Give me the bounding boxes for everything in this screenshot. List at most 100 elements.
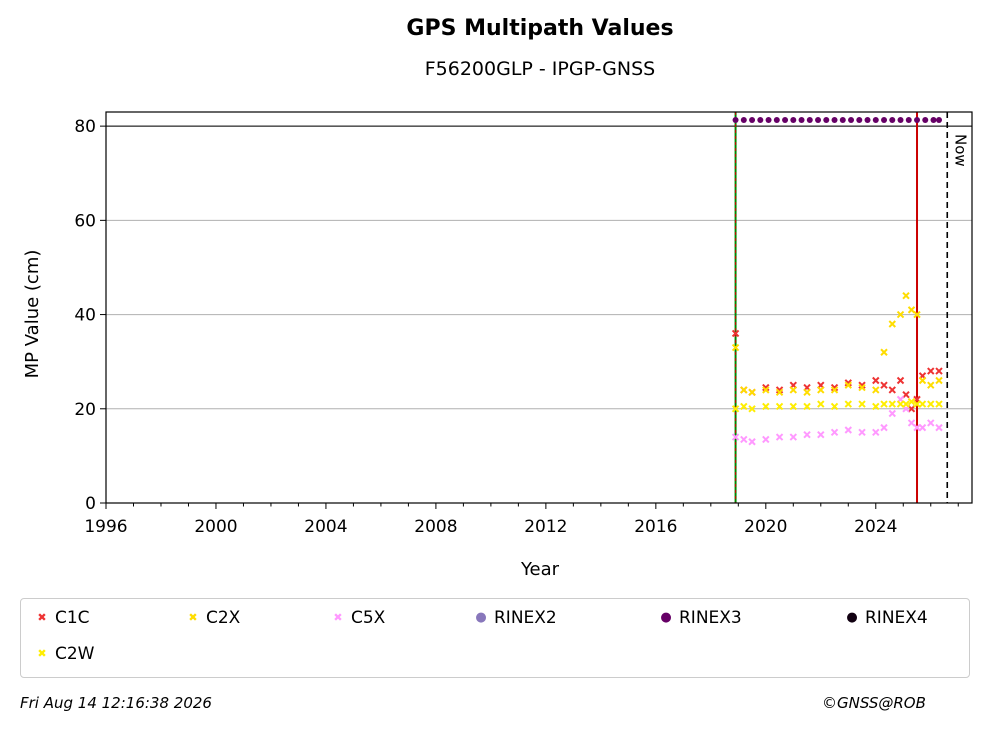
data-point — [907, 398, 916, 406]
data-point — [762, 383, 770, 392]
data-point — [914, 117, 921, 124]
data-point — [806, 117, 813, 124]
data-point — [844, 426, 852, 434]
legend-item-c2w: ✖ C2W — [35, 644, 95, 664]
data-point — [927, 381, 935, 389]
data-point — [823, 117, 830, 124]
cross-marker-icon: ✖ — [37, 647, 47, 660]
data-point — [935, 400, 943, 408]
data-point — [896, 400, 905, 408]
data-point — [888, 386, 896, 394]
data-point — [907, 306, 916, 314]
data-point — [740, 117, 747, 124]
data-point — [935, 423, 943, 432]
data-point — [907, 405, 916, 413]
data-point — [817, 386, 825, 394]
data-point — [858, 428, 866, 437]
data-point — [830, 386, 839, 394]
data-point — [902, 390, 910, 399]
data-point — [927, 419, 935, 427]
data-point — [762, 386, 770, 394]
data-point — [858, 400, 866, 408]
cross-marker-icon: ✖ — [333, 611, 343, 624]
reference-lines — [734, 112, 949, 503]
data-point — [927, 367, 935, 375]
chart-subtitle: F56200GLP - IPGP-GNSS — [424, 58, 656, 80]
legend: ✖ C1C ✖ C2X ✖ C5X ● RINEX2 ● RINEX3 ● RINEX4 ✖… — [20, 598, 970, 678]
data-point — [798, 117, 805, 124]
data-point — [732, 117, 739, 124]
data-point — [790, 117, 797, 124]
data-point — [817, 430, 825, 439]
plot-frame — [105, 111, 973, 504]
legend-label: RINEX4 — [865, 608, 928, 628]
data-point — [775, 402, 784, 411]
data-point — [803, 402, 811, 411]
legend-item-c2x: ✖ C2X — [186, 608, 240, 628]
data-point — [831, 117, 838, 124]
y-tick-label: 0 — [85, 494, 96, 514]
data-point — [830, 383, 839, 392]
legend-item-rinex4: ● RINEX4 — [845, 608, 928, 628]
data-point — [913, 310, 921, 319]
data-point — [930, 117, 937, 124]
data-point — [844, 400, 852, 408]
dot-marker-icon: ● — [660, 610, 672, 625]
data-point — [905, 117, 912, 124]
now-label: Now — [951, 134, 969, 167]
y-tick-label: 60 — [74, 211, 96, 231]
data-point — [803, 388, 811, 397]
data-point — [789, 386, 798, 394]
data-point — [913, 423, 921, 432]
data-point — [918, 423, 927, 432]
data-point — [858, 383, 866, 392]
data-point — [927, 400, 935, 408]
data-point — [757, 117, 764, 124]
x-tick-label: 2024 — [854, 517, 897, 537]
data-point — [880, 423, 888, 432]
data-point — [844, 379, 852, 387]
data-point — [856, 117, 863, 124]
data-point — [731, 329, 740, 338]
data-point — [872, 402, 880, 411]
data-point — [848, 117, 855, 124]
data-point — [918, 376, 927, 385]
data-point — [830, 428, 839, 437]
legend-item-c5x: ✖ C5X — [331, 608, 385, 628]
y-tick-label: 40 — [74, 306, 96, 326]
data-point — [773, 117, 780, 124]
data-point — [775, 388, 784, 397]
data-point — [839, 117, 846, 124]
data-point — [872, 376, 880, 385]
data-point — [789, 402, 798, 411]
data-point — [936, 117, 943, 124]
gridlines — [106, 125, 972, 410]
data-point — [803, 430, 811, 439]
data-point — [731, 405, 740, 413]
data-point — [880, 400, 888, 408]
data-point — [789, 433, 798, 441]
x-tick-label: 2020 — [744, 517, 787, 537]
data-point — [740, 402, 748, 411]
legend-label: C2W — [55, 644, 95, 664]
chart-title: GPS Multipath Values — [406, 16, 674, 41]
generated-timestamp: Fri Aug 14 12:16:38 2026 — [20, 694, 212, 712]
data-point — [935, 376, 943, 385]
x-tick-label: 1996 — [84, 517, 127, 537]
data-point — [888, 400, 896, 408]
data-point — [731, 343, 740, 352]
data-points — [731, 117, 943, 446]
data-point — [888, 320, 896, 328]
legend-item-rinex2: ● RINEX2 — [474, 608, 556, 628]
data-point — [897, 117, 904, 124]
x-axis: 1996 2000 2004 2008 2012 2016 2020 2024 — [84, 503, 959, 537]
dot-marker-icon: ● — [475, 610, 487, 625]
data-point — [902, 400, 910, 408]
y-axis: 0 20 40 60 80 — [74, 117, 106, 514]
data-point — [775, 386, 784, 394]
x-tick-label: 2000 — [194, 517, 237, 537]
data-point — [872, 117, 879, 124]
data-point — [782, 117, 789, 124]
data-point — [815, 117, 822, 124]
data-point — [775, 433, 784, 441]
